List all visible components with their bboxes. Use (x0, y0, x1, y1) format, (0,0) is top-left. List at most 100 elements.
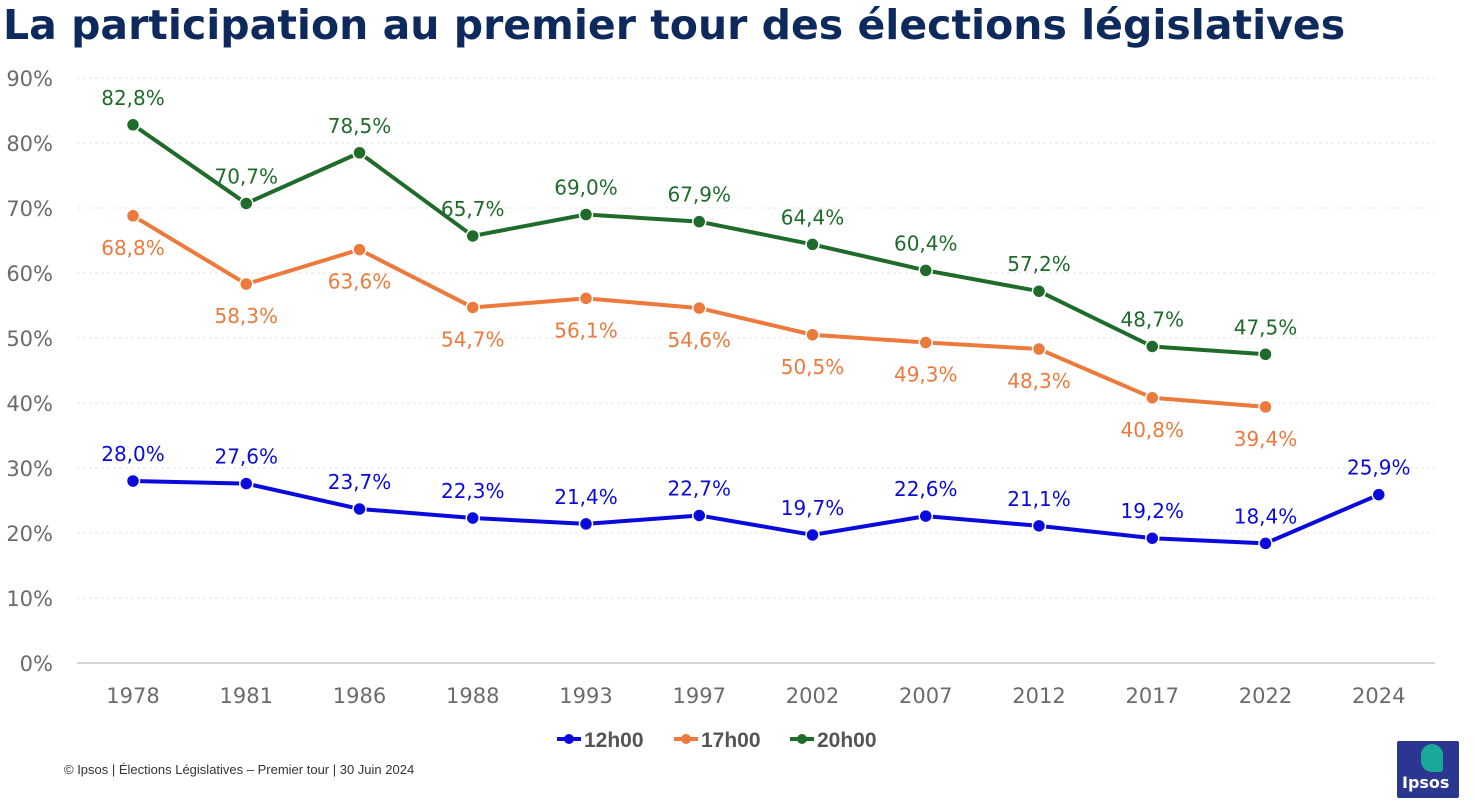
legend-swatch-marker (564, 734, 574, 744)
y-tick-label: 20% (6, 522, 53, 546)
y-axis: 0% 10% 20% 30% 40% 50% 60% 70% 80% 90% (6, 67, 53, 676)
footer-copyright: © Ipsos | Élections Législatives – Premi… (64, 762, 415, 777)
data-point (918, 508, 933, 524)
data-label: 58,3% (214, 304, 278, 328)
data-label: 78,5% (328, 114, 392, 138)
data-label: 64,4% (781, 205, 845, 229)
data-label: 23,7% (328, 470, 392, 494)
data-label: 54,6% (667, 328, 731, 352)
data-label: 54,7% (441, 327, 505, 351)
data-point (1145, 390, 1160, 406)
y-tick-label: 70% (6, 197, 53, 221)
data-label: 68,8% (101, 236, 165, 260)
data-point (692, 214, 707, 229)
data-label: 39,4% (1234, 427, 1298, 451)
data-label: 18,4% (1234, 504, 1298, 528)
data-point (239, 276, 254, 292)
data-label: 50,5% (781, 355, 845, 379)
x-tick-label: 1988 (446, 684, 499, 708)
data-label: 65,7% (441, 197, 505, 221)
data-label: 22,6% (894, 477, 958, 501)
y-tick-label: 30% (6, 457, 53, 481)
data-point (805, 527, 820, 543)
data-point (1031, 341, 1047, 357)
legend-label: 20h00 (817, 729, 877, 752)
data-point (465, 510, 480, 526)
data-point (352, 501, 367, 517)
data-label: 56,1% (554, 318, 618, 342)
y-tick-label: 0% (20, 652, 53, 676)
legend-swatch-marker (797, 734, 807, 744)
ipsos-logo-mark-icon (1421, 744, 1443, 772)
gridlines (77, 77, 1435, 664)
data-point (1371, 487, 1386, 502)
data-label: 70,7% (214, 164, 278, 188)
data-label: 67,9% (667, 183, 731, 207)
data-point (125, 117, 141, 133)
data-label: 47,5% (1234, 315, 1298, 339)
data-label: 57,2% (1007, 252, 1071, 276)
legend: 12h00 17h00 20h00 (557, 729, 877, 752)
ipsos-logo-text: Ipsos (1402, 773, 1450, 792)
data-label: 28,0% (101, 442, 165, 466)
x-tick-label: 1986 (333, 684, 386, 708)
data-point (1031, 518, 1047, 534)
y-tick-label: 50% (6, 327, 53, 351)
data-label: 49,3% (894, 363, 958, 387)
data-point (578, 516, 594, 532)
y-tick-label: 60% (6, 262, 53, 286)
data-point (465, 228, 480, 244)
data-label: 82,8% (101, 86, 165, 110)
x-tick-label: 1981 (220, 684, 273, 708)
y-tick-label: 40% (6, 392, 53, 416)
data-label: 69,0% (554, 176, 618, 200)
data-point (352, 145, 367, 160)
y-tick-label: 90% (6, 67, 53, 91)
data-label: 25,9% (1347, 456, 1411, 480)
legend-swatch-marker (681, 734, 691, 744)
series-line-12h00 (131, 479, 1381, 546)
data-point (1258, 347, 1273, 362)
data-point (1145, 530, 1160, 546)
data-point (1145, 339, 1160, 354)
data-label: 48,3% (1007, 369, 1071, 393)
series-points (125, 117, 1386, 551)
data-point (125, 208, 141, 224)
x-tick-label: 1993 (559, 684, 612, 708)
data-label: 60,4% (894, 231, 958, 255)
data-label: 19,7% (781, 496, 845, 520)
data-label: 63,6% (328, 270, 392, 294)
chart-title: La participation au premier tour des éle… (3, 1, 1346, 49)
data-point (692, 508, 707, 523)
x-tick-label: 2007 (899, 684, 952, 708)
data-point (465, 300, 480, 315)
series-line-20h00 (131, 122, 1268, 357)
data-point (125, 473, 141, 489)
x-axis: 1978 1981 1986 1988 1993 1997 2002 2007 2012 2017… (106, 684, 1405, 708)
data-point (1258, 399, 1273, 415)
legend-label: 12h00 (584, 729, 644, 752)
data-point (239, 196, 254, 211)
data-point (805, 237, 820, 252)
data-point (1031, 283, 1047, 299)
data-point (578, 207, 594, 222)
data-label: 21,1% (1007, 487, 1071, 511)
x-tick-label: 2024 (1352, 684, 1405, 708)
data-point (578, 291, 594, 306)
x-tick-label: 2017 (1126, 684, 1179, 708)
data-point (692, 300, 707, 316)
data-point (1258, 536, 1273, 551)
data-labels: 28,0% 27,6% 23,7% 22,3% 21,4% 22,7% 19,7% 22,6%… (101, 86, 1410, 529)
y-tick-label: 10% (6, 587, 53, 611)
y-tick-label: 80% (6, 132, 53, 156)
data-point (918, 263, 933, 278)
data-label: 21,4% (554, 485, 618, 509)
data-label: 22,3% (441, 479, 505, 503)
data-label: 40,8% (1120, 418, 1184, 442)
series-lines (131, 122, 1381, 546)
x-tick-label: 1997 (673, 684, 726, 708)
data-label: 48,7% (1120, 307, 1184, 331)
data-label: 27,6% (214, 445, 278, 469)
data-label: 22,7% (667, 476, 731, 500)
